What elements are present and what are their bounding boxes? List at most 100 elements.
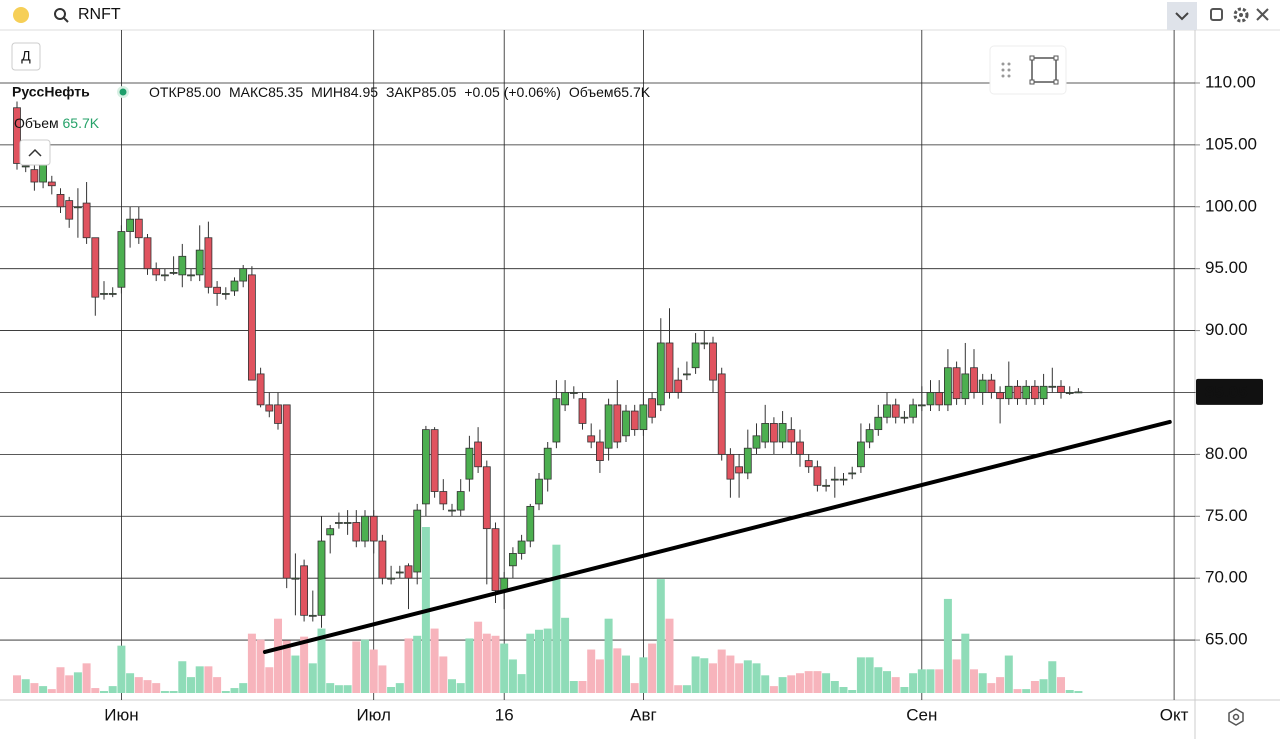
symbol-input[interactable]: RNFT	[78, 6, 121, 23]
candle-body	[74, 206, 82, 209]
legend-label: МАКС	[229, 84, 268, 100]
candle-body	[230, 280, 239, 292]
candle-body	[65, 200, 74, 220]
candle-body	[944, 367, 952, 406]
candle-body	[961, 373, 970, 400]
volume-bar	[326, 683, 335, 693]
candle-body	[343, 522, 352, 524]
volume-bar	[482, 633, 491, 693]
volume-bar	[883, 671, 891, 693]
dropdown-button[interactable]	[1167, 2, 1197, 30]
candle-body	[108, 293, 117, 295]
candle-body	[665, 342, 674, 393]
dropdown-icon	[1175, 12, 1189, 21]
x-tick-label: Авг	[630, 705, 657, 724]
last-price-box	[1196, 378, 1263, 405]
legend-value: 65.7K	[614, 84, 651, 100]
volume-bar	[970, 669, 978, 693]
candle-body	[813, 466, 822, 486]
search-icon[interactable]	[54, 8, 69, 23]
x-tick-label: Окт	[1160, 705, 1189, 724]
volume-bar	[830, 681, 839, 693]
candle-body	[413, 509, 422, 573]
legend-value: 85.05	[421, 84, 456, 100]
y-tick-label: 75.00	[1205, 506, 1248, 525]
candle-body	[221, 293, 230, 295]
instrument-name: РуссНефть	[12, 84, 90, 100]
volume-bar	[769, 686, 778, 693]
volume-bar	[900, 687, 909, 693]
candle-body	[265, 404, 274, 412]
candle-body	[596, 441, 604, 461]
candle-body	[630, 410, 639, 431]
trendline	[262, 419, 1172, 654]
volume-bar	[996, 677, 1005, 693]
volume-bar	[952, 659, 961, 693]
candle-body	[1039, 385, 1048, 400]
candle-body	[100, 293, 108, 295]
candle-body	[430, 429, 439, 492]
candle-body	[1013, 385, 1022, 400]
settings-button[interactable]	[1233, 7, 1249, 23]
candle-body	[30, 169, 39, 183]
collapse-button[interactable]	[19, 139, 51, 166]
candle-body	[474, 441, 483, 468]
volume-bar	[378, 665, 387, 693]
volume-bar	[1048, 661, 1057, 693]
candle-body	[578, 398, 587, 424]
volume-bar	[656, 579, 665, 693]
volume-bar	[848, 690, 857, 693]
y-tick-label: 110.00	[1205, 72, 1256, 91]
volume-legend-value: 65.7K	[63, 115, 100, 131]
x-tick-label: 16	[495, 705, 514, 724]
y-tick-label: 65.00	[1205, 630, 1248, 649]
candle-body	[822, 484, 830, 487]
interval-button[interactable]	[11, 42, 41, 71]
candle-body	[1057, 385, 1065, 393]
candle-body	[448, 509, 456, 512]
candle-body	[970, 367, 978, 393]
market-status	[119, 88, 127, 96]
candle-body	[300, 565, 309, 616]
volume-bar	[47, 689, 56, 693]
volume-bar	[187, 677, 195, 693]
volume-bar	[65, 675, 74, 693]
volume-bar	[822, 673, 831, 693]
volume-bar	[561, 617, 570, 693]
rectangle-tool[interactable]	[1029, 55, 1059, 85]
volume-bar	[134, 677, 143, 693]
collapse-icon	[28, 148, 42, 157]
volume-bar	[674, 685, 683, 693]
volume-bar	[1013, 689, 1022, 693]
volume-bar	[622, 655, 630, 693]
candle-body	[917, 404, 926, 407]
candle-body	[47, 181, 56, 187]
candle-body	[56, 194, 65, 208]
axis-settings-button[interactable]	[1228, 708, 1244, 726]
candle-body	[404, 565, 413, 579]
volume-bar	[865, 657, 874, 693]
close-button[interactable]	[1256, 8, 1269, 21]
volume-bar	[778, 677, 787, 693]
volume-bar	[796, 673, 804, 693]
volume-layer	[13, 527, 1083, 693]
candle-body	[1048, 385, 1057, 388]
candle-body	[134, 218, 143, 239]
candle-body	[1074, 391, 1083, 394]
candle-body	[308, 614, 317, 617]
last-price-label: 85.05	[1205, 382, 1248, 401]
volume-bar	[1004, 655, 1013, 693]
candle-body	[752, 435, 761, 449]
candle-body	[1065, 392, 1074, 394]
legend-label: ЗАКР	[386, 84, 421, 100]
candle-body	[656, 342, 665, 406]
volume-bar	[526, 633, 535, 693]
maximize-button[interactable]	[1210, 8, 1223, 21]
candle-body	[796, 441, 804, 455]
drag-handle[interactable]	[1001, 62, 1011, 78]
drawing-toolbar	[989, 45, 1067, 95]
volume-bar	[500, 643, 509, 693]
volume-bar	[613, 648, 622, 693]
